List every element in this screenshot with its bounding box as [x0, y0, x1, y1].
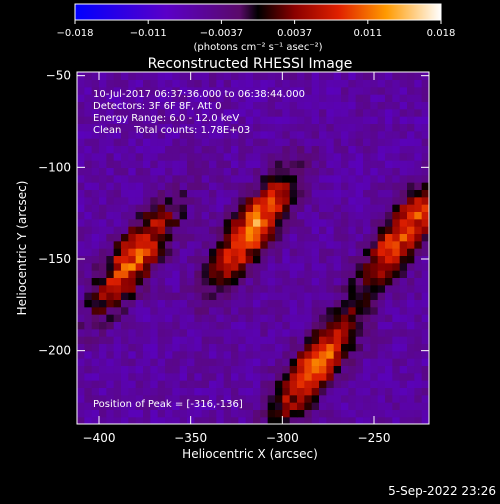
info-line-time: 10-Jul-2017 06:37:36.000 to 06:38:44.000 — [93, 89, 305, 100]
x-tick-label: −300 — [266, 431, 299, 445]
x-tick-label: −400 — [83, 431, 116, 445]
y-tick-label: −150 — [38, 252, 71, 266]
x-tick-label: −350 — [174, 431, 207, 445]
colorbar-tick-label: −0.011 — [130, 28, 167, 39]
chart-title: Reconstructed RHESSI Image — [148, 56, 353, 72]
colorbar-tick-label: 0.011 — [353, 28, 382, 39]
peak-position-label: Position of Peak = [-316,-136] — [93, 399, 243, 410]
y-axis-label: Heliocentric Y (arcsec) — [15, 181, 29, 316]
info-line-detectors: Detectors: 3F 6F 8F, Att 0 — [93, 101, 221, 112]
info-line-counts: Clean Total counts: 1.78E+03 — [93, 125, 250, 136]
y-tick-label: −100 — [38, 160, 71, 174]
colorbar-tick-label: 0.0037 — [277, 28, 312, 39]
colorbar-tick-label: −0.018 — [56, 28, 93, 39]
colorbar — [75, 4, 441, 20]
x-tick-label: −250 — [358, 431, 391, 445]
footer-date: 5-Sep-2022 23:26 — [388, 484, 496, 498]
y-tick-label: −200 — [38, 344, 71, 358]
colorbar-tick-label: −0.0037 — [200, 28, 243, 39]
colorbar-unit-label: (photons cm⁻² s⁻¹ asec⁻²) — [193, 42, 322, 53]
info-line-energy: Energy Range: 6.0 - 12.0 keV — [93, 113, 239, 124]
y-tick-label: −50 — [46, 69, 71, 83]
info-annotation: 10-Jul-2017 06:37:36.000 to 06:38:44.000… — [93, 89, 305, 136]
axes: −400 −350 −300 −250 −50 −100 −150 −200 — [38, 69, 429, 445]
x-axis-label: Heliocentric X (arcsec) — [182, 447, 318, 461]
plot-frame — [76, 71, 430, 425]
colorbar-tick-label: 0.018 — [427, 28, 456, 39]
heatmap-image — [77, 72, 429, 424]
colorbar-ticks: −0.018 −0.011 −0.0037 0.0037 0.011 0.018 — [56, 20, 455, 39]
